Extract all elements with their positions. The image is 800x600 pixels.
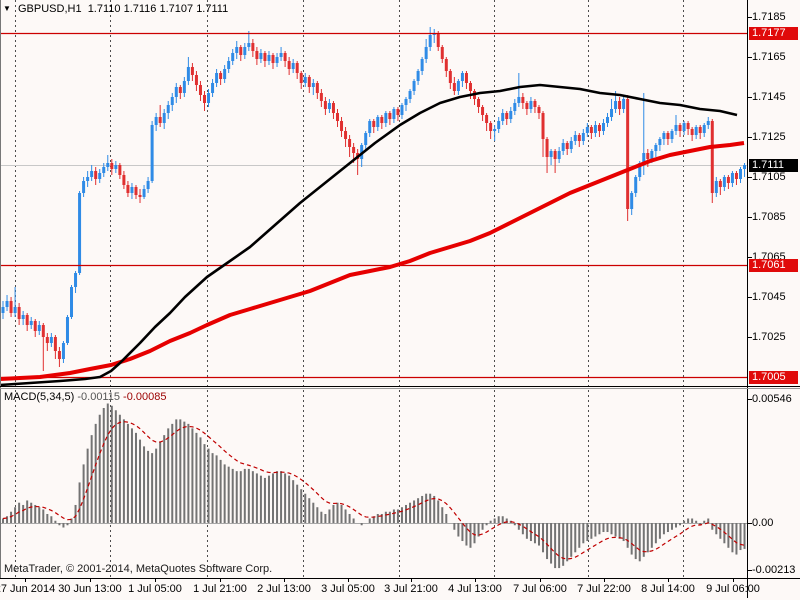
macd-signal-value: -0.00085 bbox=[123, 391, 167, 403]
horizontal-level-lines bbox=[0, 32, 747, 379]
time-axis-label: 27 Jun 2014 bbox=[0, 583, 56, 595]
price-axis-label: 1.7145 bbox=[752, 91, 786, 103]
macd-axis-label: -0.00213 bbox=[752, 564, 796, 576]
price-level-badge: 1.7177 bbox=[749, 27, 798, 40]
bar-low-value: 1.7107 bbox=[159, 3, 194, 15]
time-axis-label: 7 Jul 22:00 bbox=[577, 583, 631, 595]
macd-signal-line bbox=[2, 421, 745, 560]
price-axis-label: 1.7125 bbox=[752, 131, 786, 143]
time-axis-label: 4 Jul 13:00 bbox=[448, 583, 502, 595]
current-price-badge: 1.7111 bbox=[749, 159, 798, 172]
macd-name: MACD(5,34,5) bbox=[4, 391, 75, 403]
bar-open-value: 1.7110 bbox=[87, 3, 121, 15]
ma-black-fast bbox=[0, 83, 738, 387]
ma-red-slow bbox=[0, 141, 745, 381]
bar-close-value: 1.7111 bbox=[196, 3, 229, 15]
time-axis-label: 2 Jul 13:00 bbox=[257, 583, 311, 595]
macd-histogram bbox=[2, 403, 746, 569]
macd-indicator-label: MACD(5,34,5) -0.00115 -0.00085 bbox=[4, 391, 166, 404]
price-axis-label: 1.7085 bbox=[752, 211, 786, 223]
copyright-label: MetaTrader, © 2001-2014, MetaQuotes Soft… bbox=[4, 563, 273, 575]
time-axis-label: 8 Jul 14:00 bbox=[641, 583, 695, 595]
macd-axis-label: 0.00546 bbox=[752, 393, 792, 405]
macd-axis-label: 0.00 bbox=[752, 517, 774, 529]
axis-ticks bbox=[25, 17, 752, 582]
time-axis-label: 30 Jun 13:00 bbox=[58, 583, 122, 595]
time-axis-label: 1 Jul 05:00 bbox=[128, 583, 182, 595]
macd-value: -0.00115 bbox=[77, 391, 120, 403]
time-axis-label: 3 Jul 21:00 bbox=[384, 583, 438, 595]
time-axis-label: 3 Jul 05:00 bbox=[321, 583, 375, 595]
candles-layer bbox=[1, 27, 747, 371]
bar-high-value: 1.7116 bbox=[123, 3, 157, 15]
symbol-period-label: GBPUSD,H1 bbox=[17, 3, 82, 15]
symbol-dropdown-icon[interactable]: ▼ bbox=[3, 4, 11, 13]
time-axis-label: 7 Jul 06:00 bbox=[513, 583, 567, 595]
price-axis-label: 1.7105 bbox=[752, 171, 786, 183]
price-axis-label: 1.7045 bbox=[752, 291, 786, 303]
price-axis-label: 1.7165 bbox=[752, 51, 786, 63]
price-axis-label: 1.7025 bbox=[752, 331, 786, 343]
time-axis-label: 1 Jul 21:00 bbox=[193, 583, 247, 595]
price-axis-label: 1.7185 bbox=[752, 11, 786, 23]
time-axis-label: 9 Jul 06:00 bbox=[706, 583, 760, 595]
price-level-badge: 1.7061 bbox=[749, 259, 798, 272]
price-level-badge: 1.7005 bbox=[749, 371, 798, 384]
ohlc-info-line: ▼ GBPUSD,H1 1.7110 1.7116 1.7107 1.7111 bbox=[3, 2, 228, 16]
